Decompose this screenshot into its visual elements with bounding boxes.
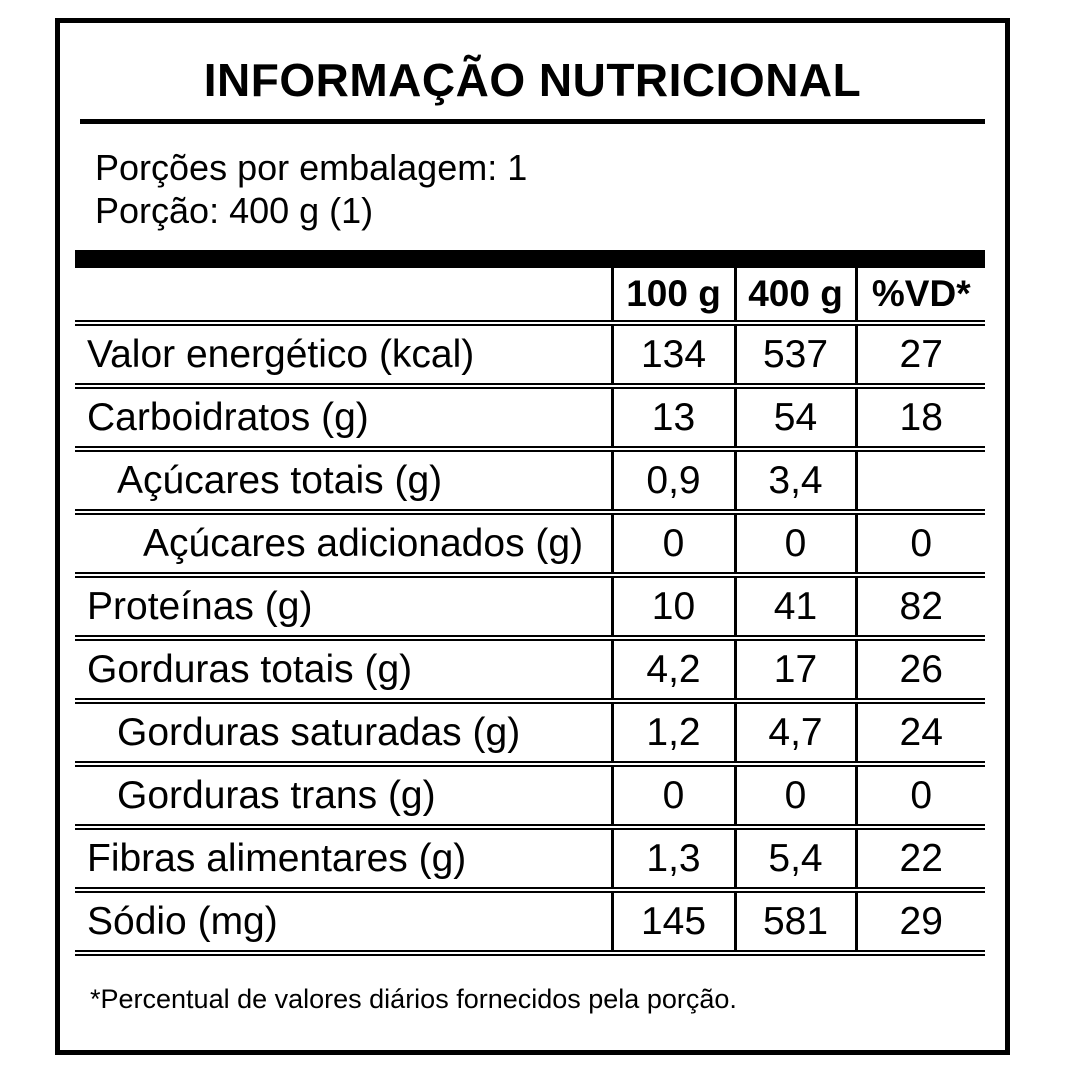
per-400g-cell: 54 [733, 383, 856, 449]
title-rule [80, 119, 985, 124]
vd-percent-cell: 22 [854, 824, 985, 890]
table-row: Carboidratos (g) 13 54 18 [75, 383, 985, 449]
per-100g-cell: 4,2 [610, 635, 735, 701]
vd-percent-cell: 0 [854, 761, 985, 827]
column-header-400g: 400 g [733, 268, 856, 323]
table-row: Gorduras saturadas (g) 1,2 4,7 24 [75, 698, 985, 764]
per-400g-cell: 0 [733, 761, 856, 827]
table-row: Sódio (mg) 145 581 29 [75, 887, 985, 956]
per-100g-cell: 10 [610, 572, 735, 638]
table-row: Açúcares adicionados (g) 0 0 0 [75, 509, 985, 575]
per-400g-cell: 537 [733, 320, 856, 386]
table-row: Proteínas (g) 10 41 82 [75, 572, 985, 638]
nutrient-name-cell: Gorduras trans (g) [75, 761, 612, 827]
vd-percent-cell [854, 446, 985, 512]
per-400g-cell: 0 [733, 509, 856, 575]
vd-percent-cell: 18 [854, 383, 985, 449]
vd-percent-cell: 24 [854, 698, 985, 764]
nutrient-name-cell: Valor energético (kcal) [75, 320, 612, 386]
nutrition-label: INFORMAÇÃO NUTRICIONAL Porções por embal… [55, 18, 1010, 1055]
table-top-bar [75, 250, 985, 268]
per-400g-cell: 41 [733, 572, 856, 638]
per-400g-cell: 581 [733, 887, 856, 956]
servings-per-package: Porções por embalagem: 1 [95, 147, 528, 188]
vd-percent-cell: 0 [854, 509, 985, 575]
table-row: Valor energético (kcal) 134 537 27 [75, 320, 985, 386]
column-header-vd: %VD* [854, 268, 985, 323]
nutrient-name-cell: Fibras alimentares (g) [75, 824, 612, 890]
vd-percent-cell: 26 [854, 635, 985, 701]
footnote: *Percentual de valores diários fornecido… [90, 984, 737, 1014]
column-header-100g: 100 g [610, 268, 735, 323]
per-400g-cell: 17 [733, 635, 856, 701]
nutrient-name-cell: Açúcares adicionados (g) [75, 509, 612, 575]
per-100g-cell: 0,9 [610, 446, 735, 512]
per-100g-cell: 1,3 [610, 824, 735, 890]
table-row: Gorduras trans (g) 0 0 0 [75, 761, 985, 827]
per-400g-cell: 5,4 [733, 824, 856, 890]
nutrient-name-cell: Carboidratos (g) [75, 383, 612, 449]
serving-info: Porções por embalagem: 1 Porção: 400 g (… [95, 146, 985, 232]
per-100g-cell: 1,2 [610, 698, 735, 764]
column-header-empty [75, 268, 612, 323]
vd-percent-cell: 29 [854, 887, 985, 956]
table-row: Gorduras totais (g) 4,2 17 26 [75, 635, 985, 701]
per-100g-cell: 0 [610, 509, 735, 575]
table-row: Fibras alimentares (g) 1,3 5,4 22 [75, 824, 985, 890]
nutrient-name-cell: Sódio (mg) [75, 887, 612, 956]
per-100g-cell: 145 [610, 887, 735, 956]
table-row: Açúcares totais (g) 0,9 3,4 [75, 446, 985, 512]
per-400g-cell: 4,7 [733, 698, 856, 764]
nutrient-name-cell: Proteínas (g) [75, 572, 612, 638]
per-100g-cell: 134 [610, 320, 735, 386]
vd-percent-cell: 82 [854, 572, 985, 638]
nutrient-name-cell: Gorduras totais (g) [75, 635, 612, 701]
per-400g-cell: 3,4 [733, 446, 856, 512]
serving-size: Porção: 400 g (1) [95, 190, 374, 231]
nutrient-name-cell: Gorduras saturadas (g) [75, 698, 612, 764]
label-title: INFORMAÇÃO NUTRICIONAL [203, 54, 862, 106]
table-header-row: 100 g 400 g %VD* [75, 268, 985, 323]
nutrient-name-cell: Açúcares totais (g) [75, 446, 612, 512]
per-100g-cell: 0 [610, 761, 735, 827]
per-100g-cell: 13 [610, 383, 735, 449]
vd-percent-cell: 27 [854, 320, 985, 386]
nutrition-table: 100 g 400 g %VD* Valor energético (kcal)… [75, 268, 985, 956]
